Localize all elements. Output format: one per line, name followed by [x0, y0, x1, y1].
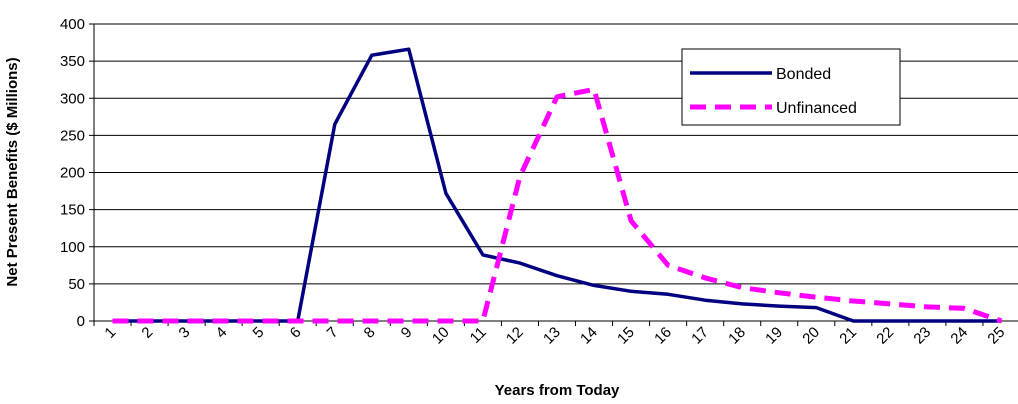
x-tick-label: 17: [688, 324, 712, 348]
legend-box: [681, 48, 901, 126]
x-tick-label: 18: [725, 324, 749, 348]
y-tick-label: 50: [68, 276, 85, 293]
x-tick-label: 19: [762, 324, 786, 348]
y-tick-label: 250: [60, 127, 85, 144]
x-tick-label: 15: [614, 324, 638, 348]
y-tick-label: 150: [60, 202, 85, 219]
x-tick-label: 16: [651, 324, 675, 348]
x-tick-label: 10: [429, 324, 453, 348]
y-tick-label: 400: [60, 16, 85, 33]
x-tick-label: 14: [577, 324, 601, 348]
x-tick-label: 3: [176, 324, 194, 342]
x-tick-label: 22: [873, 324, 897, 348]
y-tick-label: 0: [77, 313, 85, 330]
x-tick-label: 24: [947, 324, 971, 348]
x-tick-label: 5: [250, 324, 268, 342]
x-tick-label: 23: [910, 324, 934, 348]
x-tick-label: 21: [836, 324, 860, 348]
x-tick-label: 11: [467, 324, 490, 347]
x-tick-label: 4: [213, 324, 231, 342]
legend-label-unfinanced: Unfinanced: [776, 100, 857, 117]
series-line-unfinanced: [112, 86, 1003, 324]
y-tick-labels: 0 50 100 150 200 250 300 350 400: [60, 16, 94, 330]
y-tick-label: 350: [60, 53, 85, 70]
x-tick-label: 20: [799, 324, 823, 348]
y-tick-label: 200: [60, 165, 85, 182]
series-line-bonded: [112, 47, 1002, 323]
x-tick-label: 2: [138, 324, 156, 342]
x-tick-label: 13: [540, 324, 564, 348]
y-tick-label: 100: [60, 239, 85, 256]
x-tick-labels: 1 2 3 4 5 6 7 8 9 10 11 12 13 14 15 16 17 18 19 20 21 22 23 24 2…: [93, 321, 1008, 348]
x-axis-title: Years from Today: [495, 382, 620, 399]
x-tick-label: 25: [984, 324, 1008, 348]
legend: Bonded Unfinanced: [681, 48, 901, 126]
x-tick-label: 7: [324, 324, 342, 342]
y-tick-label: 300: [60, 90, 85, 107]
x-tick-label: 8: [361, 324, 379, 342]
x-tick-label: 6: [287, 324, 305, 342]
series-lines: [112, 47, 1003, 324]
x-tick-label: 1: [101, 324, 119, 342]
legend-label-bonded: Bonded: [776, 66, 831, 83]
x-tick-label: 12: [503, 324, 527, 348]
x-tick-label: 9: [398, 324, 416, 342]
y-axis-title: Net Present Benefits ($ Millions): [4, 57, 21, 286]
